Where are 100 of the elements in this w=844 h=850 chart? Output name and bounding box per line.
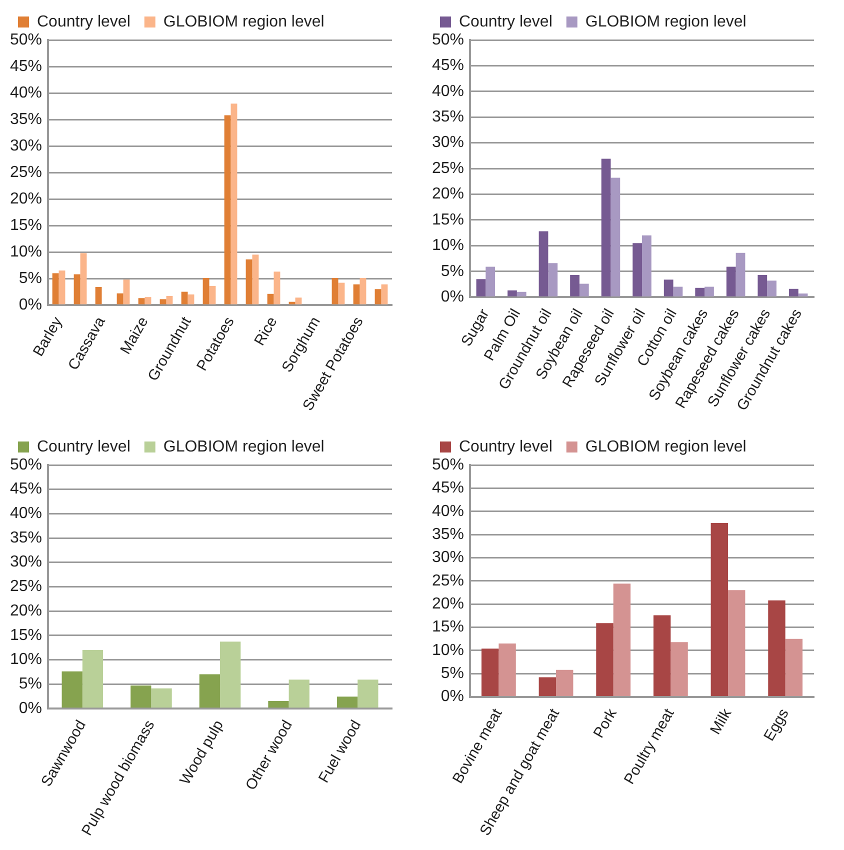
bar [252, 254, 259, 304]
y-tick-label: 0% [18, 296, 42, 314]
legend-label: GLOBIOM region level [585, 13, 746, 30]
bar [144, 297, 152, 304]
bar [230, 104, 238, 304]
y-tick-label: 30% [432, 549, 464, 566]
bar [768, 600, 786, 696]
y-tick-label: 5% [440, 262, 464, 280]
bar [123, 280, 130, 304]
bar [138, 298, 145, 304]
bar [95, 286, 102, 304]
bar [274, 272, 280, 304]
bar [508, 290, 517, 296]
bar [209, 286, 216, 304]
bar [476, 279, 486, 296]
y-tick-label: 45% [432, 57, 464, 74]
y-tick-label: 10% [10, 243, 42, 260]
bar [58, 270, 66, 304]
bar [695, 288, 705, 296]
y-tick-label: 40% [10, 505, 42, 522]
legend-label: GLOBIOM region level [163, 438, 324, 456]
y-tick-label: 0% [440, 288, 464, 306]
bar [570, 274, 580, 296]
y-tick-label: 30% [432, 134, 464, 152]
y-tick-label: 15% [432, 211, 464, 228]
bar [758, 274, 768, 296]
y-tick-label: 35% [432, 526, 464, 543]
y-tick-label: 10% [432, 642, 464, 659]
bar [353, 284, 360, 304]
bar [267, 294, 274, 304]
bar [726, 266, 736, 296]
bar [360, 278, 366, 304]
bar [538, 231, 548, 296]
y-tick-label: 0% [440, 688, 464, 706]
y-tick-label: 20% [10, 602, 42, 620]
bar [704, 286, 714, 296]
bar [556, 670, 574, 696]
bar [548, 263, 558, 296]
y-tick-label: 15% [432, 618, 464, 636]
y-tick-label: 5% [440, 665, 464, 682]
bar [596, 623, 614, 696]
y-tick-label: 40% [10, 84, 42, 102]
y-tick-label: 40% [432, 502, 464, 520]
bar [338, 282, 345, 304]
bar [481, 648, 499, 696]
bar [785, 638, 803, 696]
y-tick-label: 50% [10, 31, 42, 48]
y-tick-label: 5% [18, 675, 42, 692]
bar [224, 115, 231, 304]
bar [358, 680, 378, 708]
bar [710, 522, 728, 696]
y-tick-label: 50% [432, 31, 464, 48]
bar [181, 292, 188, 304]
bar [199, 674, 220, 708]
bar [268, 701, 289, 708]
legend-label: Country level [37, 13, 130, 30]
bar [288, 680, 310, 708]
y-tick-label: 50% [432, 456, 464, 474]
bar [728, 590, 746, 696]
legend-label: GLOBIOM region level [163, 13, 324, 30]
bar [516, 292, 526, 296]
bar [632, 243, 642, 296]
y-tick-label: 15% [10, 626, 42, 644]
bar [374, 289, 382, 304]
bar [74, 274, 80, 304]
y-tick-label: 20% [432, 595, 464, 612]
bar [166, 296, 173, 304]
bar [130, 685, 152, 708]
bar [579, 284, 589, 296]
y-tick-label: 10% [10, 651, 42, 668]
y-tick-label: 20% [10, 190, 42, 208]
y-tick-label: 45% [432, 480, 464, 497]
y-tick-label: 35% [10, 110, 42, 128]
bar [486, 266, 496, 296]
bar [670, 642, 688, 696]
bar [220, 642, 241, 708]
bar [116, 293, 124, 304]
bar [151, 688, 172, 708]
bar [610, 178, 620, 296]
bar [498, 643, 516, 696]
y-tick-label: 10% [432, 237, 464, 254]
bar [788, 288, 798, 296]
bar [381, 284, 388, 304]
legend-label: Country level [37, 438, 130, 456]
y-tick-label: 45% [10, 480, 42, 498]
bar [664, 280, 674, 296]
bar [613, 584, 631, 696]
bar [798, 293, 808, 296]
y-tick-label: 0% [18, 700, 42, 717]
bar [160, 299, 166, 304]
bar [653, 615, 671, 696]
bar [52, 273, 59, 304]
legend-label: Country level [459, 438, 552, 456]
bar [288, 302, 296, 304]
bar [538, 677, 556, 696]
bar [642, 235, 652, 296]
y-tick-label: 50% [10, 456, 42, 474]
bar [295, 298, 302, 304]
y-tick-label: 25% [10, 578, 42, 596]
bar [336, 696, 358, 708]
